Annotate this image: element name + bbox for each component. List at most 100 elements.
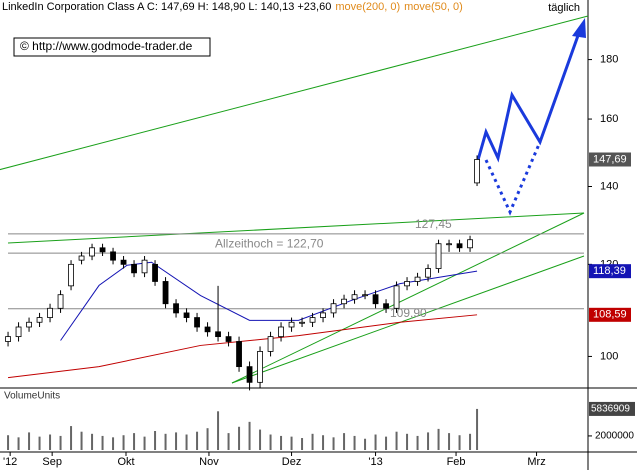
candle-body xyxy=(99,247,106,253)
forecast-alt xyxy=(484,141,542,216)
volume-bar xyxy=(448,433,451,450)
candle-body xyxy=(267,336,274,352)
volume-bar xyxy=(154,431,157,450)
candle-body xyxy=(194,317,200,328)
candle-body xyxy=(5,336,11,342)
volume-bar xyxy=(248,421,251,450)
x-tick-label: Dez xyxy=(282,456,302,468)
volume-bar xyxy=(280,435,283,450)
volume-bar xyxy=(322,435,325,450)
last-value: 108,59 xyxy=(593,309,627,321)
volume-bar xyxy=(364,438,367,450)
candle-body xyxy=(26,321,32,328)
volume-bar xyxy=(311,433,314,450)
volume-bar xyxy=(59,435,62,450)
candle-body xyxy=(435,243,442,269)
volume-bar xyxy=(112,437,115,450)
volume-bar xyxy=(238,426,241,450)
volume-bar xyxy=(80,431,83,450)
candle-body xyxy=(309,317,316,323)
candle-body xyxy=(141,259,148,274)
volume-bar xyxy=(38,436,41,450)
candle-body xyxy=(173,303,179,314)
candle-body xyxy=(414,276,421,282)
candle-body xyxy=(110,251,116,261)
x-tick-label: Okt xyxy=(117,456,134,468)
volume-bar xyxy=(175,432,178,450)
candle-body xyxy=(320,312,326,318)
volume-bar xyxy=(91,433,94,450)
legend-entry: move(50, 0) xyxy=(404,1,463,13)
volume-bar xyxy=(374,434,377,450)
volume-last-box xyxy=(589,401,635,416)
x-tick-label: Nov xyxy=(199,456,219,468)
y-tick-label: 140 xyxy=(600,180,618,192)
trend-line xyxy=(0,15,589,171)
candle-body xyxy=(278,326,284,338)
candle-body xyxy=(383,303,389,309)
volume-bar xyxy=(343,433,346,450)
x-tick-label: Mrz xyxy=(527,456,545,468)
candle-body xyxy=(330,303,337,314)
volume-title: VolumeUnits xyxy=(4,391,60,402)
volume-bar xyxy=(427,432,430,450)
candle-body xyxy=(246,366,253,383)
volume-bar xyxy=(185,434,188,450)
volume-bar xyxy=(217,411,220,450)
volume-bar xyxy=(353,435,356,450)
volume-bar xyxy=(290,436,293,450)
candle-body xyxy=(341,298,347,305)
candle-body xyxy=(152,263,158,282)
volume-bar xyxy=(7,435,10,450)
x-tick-label: '13 xyxy=(368,456,382,468)
candle-body xyxy=(15,326,22,338)
candle-body xyxy=(299,321,305,324)
candle-body xyxy=(131,263,137,274)
volume-bar xyxy=(206,428,209,450)
volume-bar xyxy=(395,431,398,450)
forecast-arrow xyxy=(476,29,582,163)
x-tick-label: '12 xyxy=(3,456,17,468)
candle-body xyxy=(446,243,452,246)
volume-bar xyxy=(385,436,388,450)
volume-bar xyxy=(28,432,31,450)
y-tick-label: 100 xyxy=(600,350,618,362)
candle-body xyxy=(236,341,242,368)
volume-bar xyxy=(476,408,479,450)
candle-body xyxy=(456,243,463,249)
volume-last: 5836909 xyxy=(591,404,630,415)
volume-bar xyxy=(269,434,272,450)
candle-body xyxy=(225,336,232,342)
volume-tick-label: 2000000 xyxy=(595,431,634,442)
candle-body xyxy=(257,351,263,383)
x-tick-label: Sep xyxy=(42,456,62,468)
volume-bar xyxy=(143,436,146,450)
legend-entry: move(200, 0) xyxy=(335,1,400,13)
volume-bar xyxy=(49,434,52,450)
x-tick-label: Feb xyxy=(447,456,466,468)
volume-bar xyxy=(17,437,20,450)
volume-bar xyxy=(301,438,304,450)
frequency: täglich xyxy=(548,2,580,14)
volume-bar xyxy=(101,435,104,450)
trend-line xyxy=(7,212,585,244)
candle-body xyxy=(68,263,74,287)
candle-body xyxy=(467,239,473,249)
last-value-box xyxy=(589,152,631,167)
candle-body xyxy=(57,294,64,309)
candle-body xyxy=(372,294,379,305)
last-value-box xyxy=(589,307,631,322)
trend-line xyxy=(231,212,585,384)
level-label: 109,90 xyxy=(390,306,427,320)
candle-body xyxy=(89,247,95,257)
volume-bar xyxy=(437,428,440,450)
source: © http://www.godmode-trader.de xyxy=(20,39,193,53)
level-label: Allzeithoch = 122,70 xyxy=(215,236,324,250)
candle-body xyxy=(474,159,480,184)
last-value-box xyxy=(589,264,631,279)
candle-body xyxy=(120,259,127,265)
volume-bar xyxy=(416,435,419,450)
last-value: 118,39 xyxy=(593,265,626,277)
